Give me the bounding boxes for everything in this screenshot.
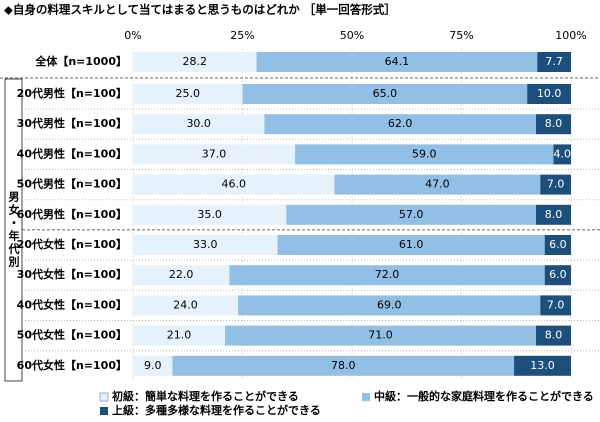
- x-tick-label: 75%: [449, 29, 473, 42]
- x-tick-label: 25%: [230, 29, 254, 42]
- value-label: 6.0: [549, 268, 567, 281]
- bar-segment: [133, 355, 173, 376]
- bar-segment: [133, 114, 265, 135]
- value-label: 72.0: [375, 268, 400, 281]
- bar-segment: [242, 84, 528, 104]
- value-label: 9.0: [144, 359, 162, 372]
- bar-segment: [537, 52, 571, 72]
- x-tick-label: 50%: [340, 29, 364, 42]
- bar-segment: [264, 114, 536, 135]
- value-label: 8.0: [545, 329, 563, 342]
- bar-segment: [229, 265, 545, 286]
- value-label: 69.0: [377, 298, 402, 311]
- value-label: 24.0: [173, 298, 198, 311]
- category-label: 40代女性【n=100】: [17, 297, 127, 311]
- value-label: 6.0: [549, 238, 567, 251]
- value-label: 57.0: [399, 208, 424, 221]
- value-label: 37.0: [202, 147, 227, 160]
- value-label: 8.0: [545, 117, 563, 130]
- bar-segment: [535, 204, 571, 225]
- legend-label: 初級：簡単な料理を作ることができる: [112, 389, 299, 403]
- bar-segment: [277, 235, 545, 255]
- category-label: 60代女性【n=100】: [17, 358, 127, 372]
- bar-segment: [133, 265, 230, 286]
- group-label: 男女・年代別: [7, 191, 21, 269]
- bar-segment: [133, 174, 335, 195]
- value-label: 78.0: [331, 359, 356, 372]
- bar-segment: [540, 295, 571, 316]
- legend-swatch: [362, 393, 370, 401]
- category-label: 60代男性【n=100】: [17, 207, 127, 221]
- value-label: 35.0: [197, 208, 222, 221]
- category-label: 40代男性【n=100】: [17, 146, 127, 160]
- value-label: 71.0: [368, 329, 393, 342]
- bar-segment: [133, 84, 243, 104]
- value-label: 59.0: [412, 147, 437, 160]
- category-label: 全体【n=1000】: [34, 54, 127, 68]
- value-label: 7.0: [547, 178, 565, 191]
- value-label: 65.0: [373, 87, 398, 100]
- category-label: 20代女性【n=100】: [17, 237, 127, 251]
- bar-segment: [540, 174, 571, 195]
- value-label: 7.7: [545, 55, 563, 68]
- category-label: 20代男性【n=100】: [17, 86, 127, 100]
- value-label: 64.1: [385, 55, 410, 68]
- bar-segment: [535, 325, 571, 346]
- bar-segment: [133, 235, 278, 255]
- bar-segment: [535, 114, 571, 135]
- value-label: 4.0: [553, 147, 571, 160]
- value-label: 7.0: [547, 298, 565, 311]
- category-label: 50代女性【n=100】: [17, 328, 127, 342]
- value-label: 25.0: [176, 87, 201, 100]
- chart-title: ◆自身の料理スキルとして当てはまると思うものはどれか ［単一回答形式］: [4, 3, 396, 17]
- value-label: 33.0: [193, 238, 218, 251]
- bar-segment: [553, 144, 571, 165]
- value-label: 22.0: [169, 268, 194, 281]
- value-label: 61.0: [399, 238, 424, 251]
- bar-segment: [286, 204, 536, 225]
- legend-label: 上級：多種多様な料理を作ることができる: [112, 403, 321, 417]
- legend-label: 中級：一般的な家庭料理を作ることができる: [374, 389, 594, 403]
- legend-swatch: [99, 392, 109, 402]
- category-label: 50代男性【n=100】: [17, 177, 127, 191]
- value-label: 47.0: [425, 178, 450, 191]
- bar-segment: [238, 295, 541, 316]
- bar-segment: [133, 325, 225, 346]
- value-label: 10.0: [537, 87, 562, 100]
- value-label: 62.0: [388, 117, 413, 130]
- category-label: 30代男性【n=100】: [17, 116, 127, 130]
- bar-segment: [172, 355, 515, 376]
- category-label: 30代女性【n=100】: [17, 267, 127, 281]
- bar-segment: [256, 52, 538, 72]
- value-label: 21.0: [167, 329, 192, 342]
- bar-segment: [295, 144, 554, 165]
- value-label: 8.0: [545, 208, 563, 221]
- value-label: 46.0: [221, 178, 246, 191]
- bar-segment: [527, 84, 571, 104]
- bar-segment: [544, 265, 571, 286]
- x-tick-label: 100%: [555, 29, 586, 42]
- bar-segment: [544, 235, 571, 255]
- bar-segment: [133, 52, 257, 72]
- bar-segment: [334, 174, 541, 195]
- bar-segment: [514, 355, 571, 376]
- bar-segment: [224, 325, 536, 346]
- value-label: 28.2: [183, 55, 208, 68]
- x-tick-label: 0%: [124, 29, 141, 42]
- value-label: 13.0: [530, 359, 555, 372]
- legend-swatch: [100, 407, 108, 415]
- bar-segment: [133, 295, 239, 316]
- bar-segment: [133, 204, 287, 225]
- value-label: 30.0: [186, 117, 211, 130]
- bar-segment: [133, 144, 296, 165]
